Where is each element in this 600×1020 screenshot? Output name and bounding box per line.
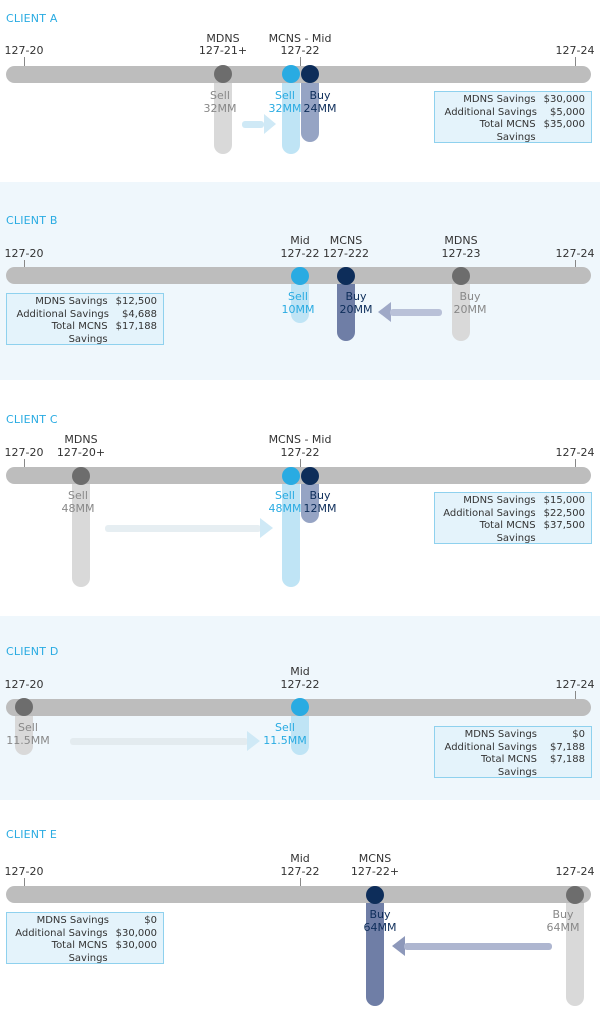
mcns-label: MCNS	[329, 234, 363, 247]
mdns-trade: Sell 32MM	[203, 89, 237, 115]
client-title: CLIENT A	[6, 12, 58, 25]
mdns-dot	[214, 65, 232, 83]
savings-box: MDNS Savings $0 Additional Savings $7,188 …	[434, 726, 592, 778]
mdns-trade: Sell 48MM	[61, 489, 95, 515]
axis-left-label: 127-20	[4, 446, 44, 459]
left-arrow-icon	[378, 302, 442, 322]
high-dot	[566, 886, 584, 904]
tick	[575, 459, 576, 471]
mid-trade: Sell 10MM	[281, 290, 315, 316]
client-title: CLIENT B	[6, 214, 58, 227]
mdns-dot	[452, 267, 470, 285]
mcns-mid-price: 127-22	[280, 44, 320, 57]
mid-dot	[282, 65, 300, 83]
right-arrow-icon	[105, 518, 273, 538]
client-c-panel: CLIENT C 127-20 127-24 MDNS 127-20+ MCNS…	[0, 380, 600, 616]
client-title: CLIENT C	[6, 413, 58, 426]
price-axis	[6, 886, 591, 903]
mcns-dot	[337, 267, 355, 285]
mcns-price: 127-22+	[350, 865, 400, 878]
mdns-volume-bar	[452, 267, 470, 341]
client-title: CLIENT D	[6, 645, 59, 658]
axis-right-label: 127-24	[555, 865, 595, 878]
tick	[575, 691, 576, 703]
tick	[575, 57, 576, 69]
mdns-label: MDNS	[64, 433, 98, 446]
high-trade: Buy 64MM	[546, 908, 580, 934]
mcns-label: MCNS	[358, 852, 392, 865]
mcns-trade: Buy 24MM	[303, 89, 337, 115]
tick	[24, 459, 25, 471]
mcns-price: 127-222	[323, 247, 369, 260]
mid-price: 127-22	[280, 865, 320, 878]
mdns-label: MDNS	[444, 234, 478, 247]
mid-trade: Sell 32MM	[268, 89, 302, 115]
mid-price: 127-22	[280, 247, 320, 260]
mid-dot	[291, 267, 309, 285]
axis-left-label: 127-20	[4, 247, 44, 260]
tick	[575, 260, 576, 272]
client-title: CLIENT E	[6, 828, 57, 841]
mcns-volume-bar	[301, 66, 319, 142]
mdns-volume-bar	[214, 66, 232, 154]
mdns-trade: Buy 20MM	[453, 290, 487, 316]
savings-box: MDNS Savings $12,500 Additional Savings $4…	[6, 293, 164, 345]
savings-box: MDNS Savings $15,000 Additional Savings $2…	[434, 492, 592, 544]
mcns-mid-price: 127-22	[280, 446, 320, 459]
left-arrow-icon	[392, 936, 552, 956]
axis-right-label: 127-24	[555, 678, 595, 691]
mid-dot	[282, 467, 300, 485]
mid-label: Mid	[290, 852, 310, 865]
mdns-dot	[72, 467, 90, 485]
low-trade: Sell 11.5MM	[6, 721, 50, 747]
mid-trade: Sell 11.5MM	[263, 721, 307, 747]
savings-box: MDNS Savings $30,000 Additional Savings $5…	[434, 91, 592, 143]
mdns-price: 127-23	[441, 247, 481, 260]
axis-right-label: 127-24	[555, 247, 595, 260]
mid-price: 127-22	[280, 678, 320, 691]
mcns-mid-label: MCNS - Mid	[268, 433, 332, 446]
mdns-price: 127-21+	[198, 44, 248, 57]
mcns-trade: Buy 12MM	[303, 489, 337, 515]
mid-volume-bar	[282, 66, 300, 154]
tick	[300, 459, 301, 471]
axis-left-label: 127-20	[4, 44, 44, 57]
mid-dot	[291, 698, 309, 716]
mdns-label: MDNS	[206, 32, 240, 45]
mcns-mid-label: MCNS - Mid	[268, 32, 332, 45]
right-arrow-icon	[242, 114, 276, 134]
tick	[300, 878, 301, 890]
mcns-trade: Buy 64MM	[363, 908, 397, 934]
mid-label: Mid	[290, 665, 310, 678]
mcns-dot	[366, 886, 384, 904]
axis-right-label: 127-24	[555, 446, 595, 459]
high-volume-bar	[566, 886, 584, 1006]
mid-volume-bar	[282, 467, 300, 587]
mid-label: Mid	[290, 234, 310, 247]
low-dot	[15, 698, 33, 716]
tick	[24, 260, 25, 272]
client-e-panel: CLIENT E 127-20 127-24 Mid 127-22 MCNS 1…	[0, 800, 600, 1020]
mcns-dot	[301, 467, 319, 485]
tick	[300, 57, 301, 69]
mdns-volume-bar	[72, 467, 90, 587]
mcns-dot	[301, 65, 319, 83]
axis-left-label: 127-20	[4, 865, 44, 878]
tick	[24, 878, 25, 890]
axis-left-label: 127-20	[4, 678, 44, 691]
savings-box: MDNS Savings $0 Additional Savings $30,000…	[6, 912, 164, 964]
client-d-panel: CLIENT D 127-20 127-24 Mid 127-22 Sell 11…	[0, 616, 600, 800]
axis-right-label: 127-24	[555, 44, 595, 57]
mdns-price: 127-20+	[56, 446, 106, 459]
client-b-panel: CLIENT B 127-20 127-24 Mid 127-22 MCNS 1…	[0, 182, 600, 380]
mcns-volume-bar	[366, 886, 384, 1006]
mcns-trade: Buy 20MM	[339, 290, 373, 316]
right-arrow-icon	[70, 731, 260, 751]
client-a-panel: CLIENT A 127-20 127-24 MDNS 127-21+ MCNS…	[0, 0, 600, 182]
mid-trade: Sell 48MM	[268, 489, 302, 515]
mcns-volume-bar	[337, 267, 355, 341]
tick	[24, 57, 25, 69]
